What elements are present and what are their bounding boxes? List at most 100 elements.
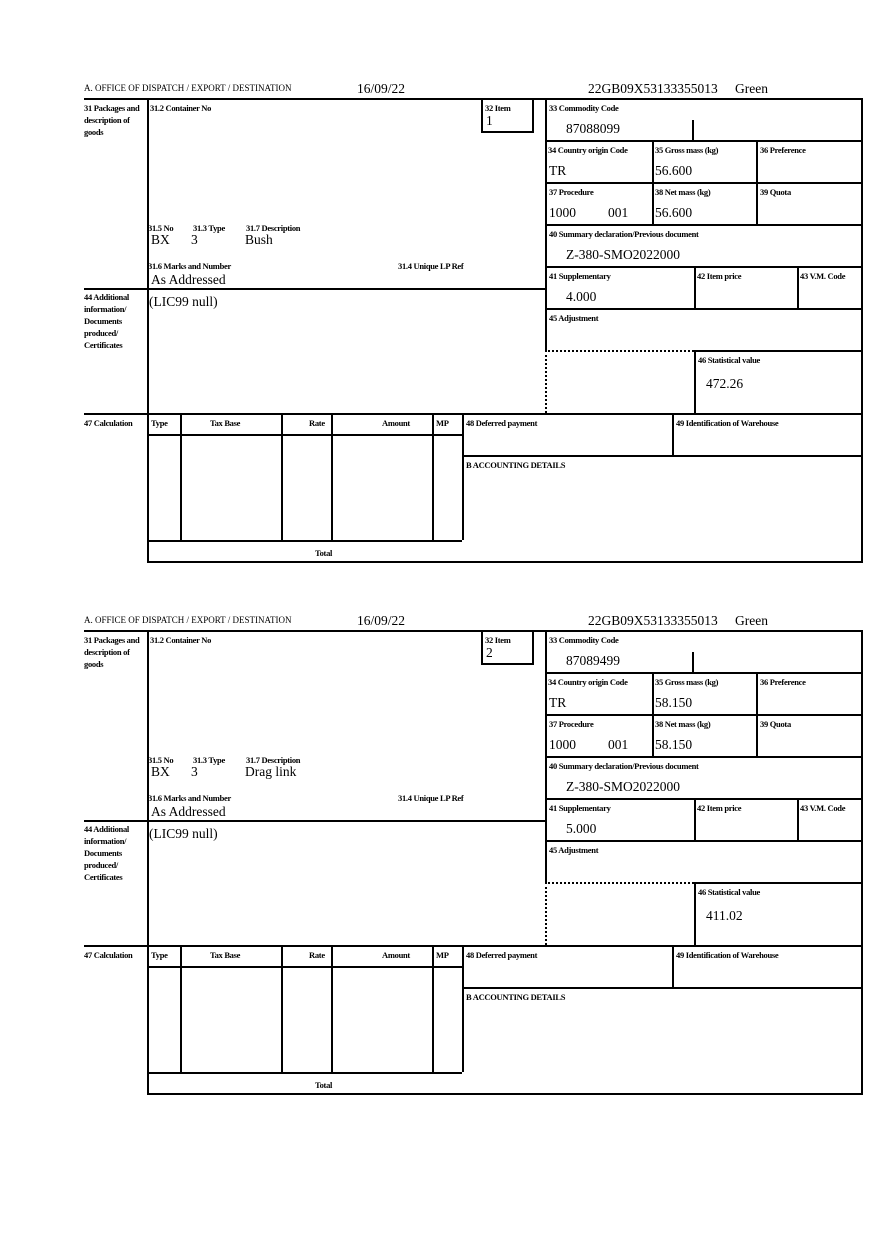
net-mass: 56.600	[655, 205, 693, 220]
box-31-label: 31 Packages and description of goods	[84, 635, 140, 669]
date: 16/09/22	[357, 81, 406, 96]
divider	[84, 820, 545, 822]
divider	[545, 182, 862, 184]
divider	[692, 120, 694, 140]
supplementary: 5.000	[566, 821, 597, 836]
unique-lp-ref-label: 31.4 Unique LP Ref	[398, 793, 464, 803]
accounting-details-label: B ACCOUNTING DETAILS	[466, 460, 566, 470]
divider	[432, 945, 434, 1072]
procedure-additional: 001	[608, 205, 629, 220]
divider	[147, 1093, 863, 1095]
adjustment-label: 45 Adjustment	[549, 313, 599, 323]
divider	[672, 945, 674, 987]
statistical-value: 472.26	[706, 376, 744, 391]
divider	[331, 945, 333, 1072]
divider	[652, 140, 654, 224]
net-mass-label: 38 Net mass (kg)	[655, 719, 711, 729]
gross-mass-label: 35 Gross mass (kg)	[655, 145, 719, 155]
divider	[481, 632, 483, 663]
divider	[481, 663, 534, 665]
warehouse-label: 49 Identification of Warehouse	[676, 950, 779, 960]
item-form-block: A. OFFICE OF DISPATCH / EXPORT / DESTINA…	[0, 80, 882, 570]
marks-value: As Addressed	[151, 804, 226, 819]
net-mass: 58.150	[655, 737, 693, 752]
divider	[180, 413, 182, 540]
divider	[331, 413, 333, 540]
divider	[545, 308, 862, 310]
box-47-label: 47 Calculation	[84, 418, 133, 428]
divider	[281, 945, 283, 1072]
divider	[545, 266, 862, 268]
route-color: Green	[735, 81, 768, 96]
preference-label: 36 Preference	[760, 145, 806, 155]
divider	[694, 798, 696, 840]
procedure-additional: 001	[608, 737, 629, 752]
tax-base-header: Tax Base	[210, 950, 241, 960]
mp-header: MP	[436, 418, 449, 428]
route-color: Green	[735, 613, 768, 628]
quota-label: 39 Quota	[760, 719, 791, 729]
accounting-details-label: B ACCOUNTING DETAILS	[466, 992, 566, 1002]
divider	[545, 288, 547, 350]
rate-header: Rate	[309, 418, 325, 428]
vm-code-label: 43 V.M. Code	[800, 803, 846, 813]
divider	[84, 288, 545, 290]
country-origin: TR	[549, 163, 567, 178]
office-label: A. OFFICE OF DISPATCH / EXPORT / DESTINA…	[84, 615, 292, 625]
previous-document: Z-380-SMO2022000	[566, 779, 680, 794]
divider	[652, 672, 654, 756]
container-no-label: 31.2 Container No	[150, 103, 212, 113]
box-31-label: 31 Packages and description of goods	[84, 103, 140, 137]
divider	[281, 413, 283, 540]
divider	[694, 266, 696, 308]
marks-label: 31.6 Marks and Number	[148, 261, 231, 271]
total-label: Total	[315, 548, 333, 558]
divider	[694, 350, 862, 352]
divider	[545, 140, 862, 142]
divider	[147, 561, 863, 563]
divider	[84, 98, 863, 100]
divider	[545, 224, 862, 226]
amount-header: Amount	[382, 950, 410, 960]
packages-no-label: 31.5 No	[148, 223, 174, 233]
total-label: Total	[315, 1080, 333, 1090]
description-label: 31.7 Description	[246, 223, 301, 233]
divider	[694, 882, 862, 884]
container-no-label: 31.2 Container No	[150, 635, 212, 645]
rate-header: Rate	[309, 950, 325, 960]
procedure-label: 37 Procedure	[549, 187, 594, 197]
divider	[147, 540, 462, 542]
divider	[861, 98, 863, 561]
box-47-label: 47 Calculation	[84, 950, 133, 960]
divider	[694, 350, 696, 413]
date: 16/09/22	[357, 613, 406, 628]
divider	[147, 966, 462, 968]
divider	[432, 413, 434, 540]
divider	[147, 434, 462, 436]
divider	[694, 882, 696, 945]
goods-description: Bush	[245, 232, 273, 247]
goods-description: Drag link	[245, 764, 297, 779]
office-label: A. OFFICE OF DISPATCH / EXPORT / DESTINA…	[84, 83, 292, 93]
divider	[545, 756, 862, 758]
gross-mass: 58.150	[655, 695, 693, 710]
divider	[462, 455, 862, 457]
reference-number: 22GB09X53133355013	[588, 613, 718, 628]
tax-base-header: Tax Base	[210, 418, 241, 428]
box-44-label: 44 Additional information/ Documents pro…	[84, 292, 129, 350]
divider	[672, 413, 674, 455]
supplementary: 4.000	[566, 289, 597, 304]
type-header: Type	[151, 950, 168, 960]
quota-label: 39 Quota	[760, 187, 791, 197]
mp-header: MP	[436, 950, 449, 960]
divider	[532, 632, 534, 663]
deferred-payment-label: 48 Deferred payment	[466, 418, 538, 428]
packages-type: 3	[191, 764, 198, 779]
dotted-divider	[545, 882, 694, 884]
divider	[545, 672, 862, 674]
packages-type: 3	[191, 232, 198, 247]
country-origin: TR	[549, 695, 567, 710]
divider	[84, 413, 863, 415]
packages-type-label: 31.3 Type	[193, 755, 225, 765]
divider	[147, 98, 149, 561]
